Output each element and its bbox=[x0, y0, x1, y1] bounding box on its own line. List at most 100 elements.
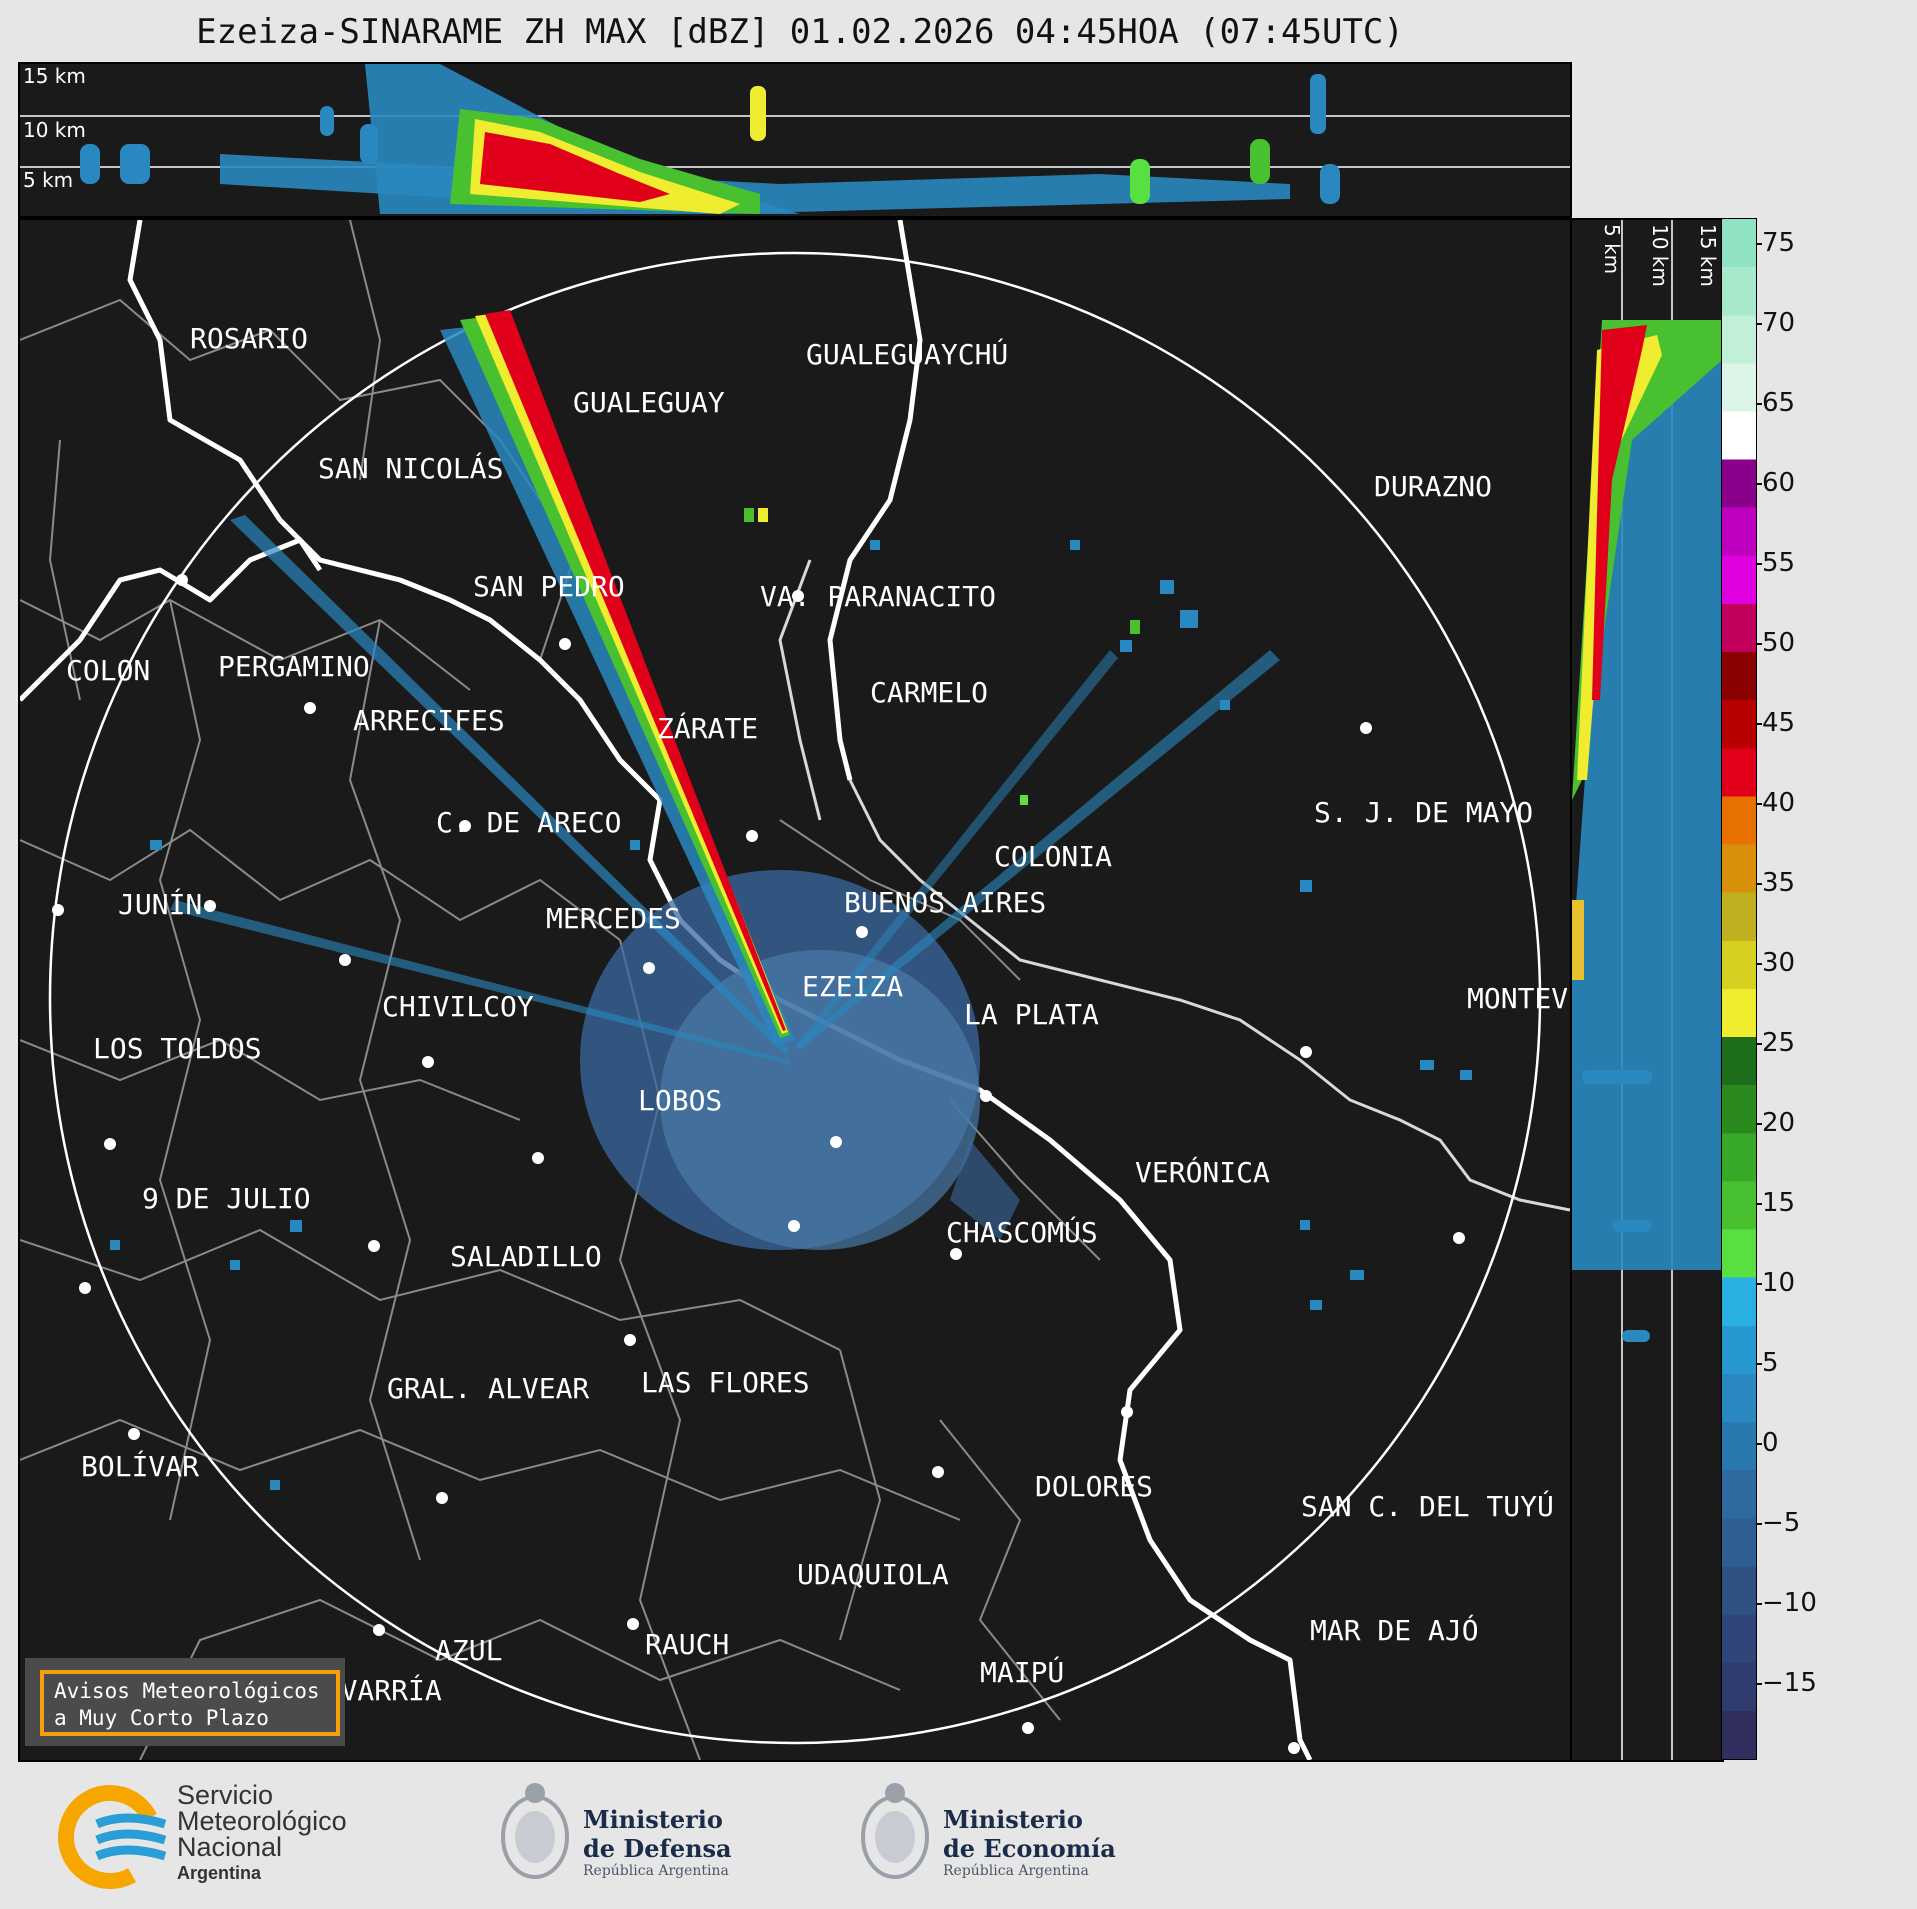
smn-line1: Servicio bbox=[177, 1780, 274, 1810]
city-label-va-paranacito: VA. PARANACITO bbox=[760, 580, 997, 613]
city-label-c-de-areco: C. DE ARECO bbox=[436, 806, 622, 839]
colorbar-tick-label: 0 bbox=[1762, 1428, 1779, 1458]
city-label-saladillo: SALADILLO bbox=[450, 1240, 602, 1273]
city-label-buenos-aires: BUENOS AIRES bbox=[844, 886, 1047, 919]
radar-echo bbox=[170, 310, 1280, 1250]
defensa-line3: República Argentina bbox=[583, 1863, 729, 1879]
colorbar-tick-label: 45 bbox=[1762, 708, 1796, 738]
colorbar-tick-mark bbox=[1756, 1603, 1762, 1605]
top-cross-section-panel: 15 km 10 km 5 km bbox=[18, 62, 1572, 218]
city-label-lobos: LOBOS bbox=[638, 1084, 723, 1117]
colorbar bbox=[1721, 218, 1757, 1760]
city-label-mar-de-ajo: MAR DE AJÓ bbox=[1310, 1614, 1479, 1647]
colorbar-tick-label: −15 bbox=[1762, 1668, 1817, 1698]
city-dots bbox=[52, 574, 1465, 1754]
city-label-arrecifes: ARRECIFES bbox=[353, 704, 505, 737]
city-label-rauch: RAUCH bbox=[645, 1628, 730, 1661]
colorbar-tick-mark bbox=[1756, 1283, 1762, 1285]
city-label-los-toldos: LOS TOLDOS bbox=[93, 1032, 262, 1065]
ministerio-defensa-logo: Ministerio de Defensa República Argentin… bbox=[495, 1775, 755, 1895]
colorbar-tick-label: 50 bbox=[1762, 628, 1796, 658]
economia-line3: República Argentina bbox=[943, 1863, 1089, 1879]
colorbar-tick-label: 65 bbox=[1762, 388, 1796, 418]
city-label-azul: AZUL bbox=[435, 1634, 503, 1667]
colorbar-tick-mark bbox=[1756, 723, 1762, 725]
side-label-5km: 5 km bbox=[1600, 224, 1624, 275]
city-label-udaquiola: UDAQUIOLA bbox=[797, 1558, 949, 1591]
colorbar-tick-label: 40 bbox=[1762, 788, 1796, 818]
top-cross-section-plot bbox=[20, 64, 1570, 214]
colorbar-tick-label: 60 bbox=[1762, 468, 1796, 498]
economia-line1: Ministerio bbox=[943, 1805, 1083, 1834]
height-label-15km: 15 km bbox=[23, 64, 86, 88]
smn-logo: Servicio Meteorológico Nacional Argentin… bbox=[55, 1782, 395, 1892]
defensa-line1: Ministerio bbox=[583, 1805, 723, 1834]
smn-line3: Nacional bbox=[177, 1832, 283, 1862]
colorbar-tick-label: 20 bbox=[1762, 1108, 1796, 1138]
colorbar-tick-mark bbox=[1756, 1523, 1762, 1525]
defensa-line2: de Defensa bbox=[583, 1834, 732, 1863]
avisos-line1: Avisos Meteorológicos bbox=[54, 1679, 320, 1703]
colorbar-tick-mark bbox=[1756, 483, 1762, 485]
economia-seal bbox=[861, 1783, 929, 1879]
side-label-15km: 15 km bbox=[1696, 224, 1720, 287]
radar-map bbox=[20, 220, 1570, 1760]
avisos-banner[interactable]: Avisos Meteorológicos a Muy Corto Plazo bbox=[25, 1658, 345, 1746]
colorbar-tick-mark bbox=[1756, 1443, 1762, 1445]
city-label-pergamino: PERGAMINO bbox=[218, 650, 370, 683]
city-label-la-plata: LA PLATA bbox=[964, 998, 1099, 1031]
city-label-las-flores: LAS FLORES bbox=[641, 1366, 810, 1399]
scattered-echoes bbox=[110, 540, 1472, 1490]
side-cross-section-panel: 5 km 10 km 15 km bbox=[1570, 218, 1724, 1762]
smn-line2: Meteorológico bbox=[177, 1806, 347, 1836]
colorbar-tick-mark bbox=[1756, 963, 1762, 965]
colorbar-tick-label: 15 bbox=[1762, 1188, 1796, 1218]
colorbar-tick-mark bbox=[1756, 1123, 1762, 1125]
colorbar-tick-label: −10 bbox=[1762, 1588, 1817, 1618]
city-label-chascomus: CHASCOMÚS bbox=[946, 1216, 1098, 1249]
range-ring bbox=[48, 251, 1542, 1745]
avisos-line2: a Muy Corto Plazo bbox=[54, 1706, 269, 1730]
colorbar-tick-label: −5 bbox=[1762, 1508, 1801, 1538]
side-cross-section-plot bbox=[1572, 220, 1722, 1760]
city-label-san-c-del-tuyu: SAN C. DEL TUYÚ bbox=[1301, 1490, 1554, 1523]
colorbar-tick-mark bbox=[1756, 1203, 1762, 1205]
height-label-10km: 10 km bbox=[23, 118, 86, 142]
colorbar-tick-mark bbox=[1756, 1043, 1762, 1045]
city-label-junin: JUNÍN bbox=[118, 888, 203, 921]
defensa-seal bbox=[501, 1783, 569, 1879]
colorbar-tick-label: 70 bbox=[1762, 308, 1796, 338]
city-label-san-nicolas: SAN NICOLÁS bbox=[318, 452, 504, 485]
chart-title: Ezeiza-SINARAME ZH MAX [dBZ] 01.02.2026 … bbox=[196, 12, 1404, 52]
colorbar-tick-label: 5 bbox=[1762, 1348, 1779, 1378]
colorbar-tick-mark bbox=[1756, 243, 1762, 245]
colorbar-tick-mark bbox=[1756, 403, 1762, 405]
colorbar-tick-mark bbox=[1756, 563, 1762, 565]
colorbar-tick-label: 75 bbox=[1762, 228, 1796, 258]
city-label-colon: COLON bbox=[66, 654, 151, 687]
city-label-rosario: ROSARIO bbox=[190, 322, 309, 355]
city-label-s-j-de-mayo: S. J. DE MAYO bbox=[1314, 796, 1534, 829]
smn-logo-mark bbox=[57, 1785, 167, 1889]
avisos-link[interactable]: Avisos Meteorológicos a Muy Corto Plazo bbox=[40, 1670, 340, 1736]
colorbar-tick-mark bbox=[1756, 643, 1762, 645]
colorbar-tick-label: 55 bbox=[1762, 548, 1796, 578]
colorbar-tick-mark bbox=[1756, 1363, 1762, 1365]
colorbar-tick-mark bbox=[1756, 883, 1762, 885]
city-label-san-pedro: SAN PEDRO bbox=[473, 570, 625, 603]
economia-line2: de Economía bbox=[943, 1834, 1116, 1863]
city-label-bolivar: BOLÍVAR bbox=[81, 1450, 200, 1483]
city-label-montevideo: MONTEVIDEO bbox=[1467, 982, 1567, 1015]
radar-map-panel: ROSARIO GUALEGUAYCHÚ GUALEGUAY SAN NICOL… bbox=[18, 218, 1572, 1762]
colorbar-tick-label: 25 bbox=[1762, 1028, 1796, 1058]
city-label-9-de-julio: 9 DE JULIO bbox=[142, 1182, 311, 1215]
side-label-10km: 10 km bbox=[1648, 224, 1672, 287]
smn-line4: Argentina bbox=[177, 1863, 262, 1883]
city-label-maipu: MAIPÚ bbox=[980, 1656, 1065, 1689]
height-label-5km: 5 km bbox=[23, 168, 74, 192]
city-label-durazno: DURAZNO bbox=[1374, 470, 1493, 503]
city-label-dolores: DOLORES bbox=[1035, 1470, 1154, 1503]
city-label-zarate: ZÁRATE bbox=[657, 712, 759, 745]
colorbar-tick-mark bbox=[1756, 323, 1762, 325]
city-label-gualeguaychu: GUALEGUAYCHÚ bbox=[806, 338, 1009, 371]
